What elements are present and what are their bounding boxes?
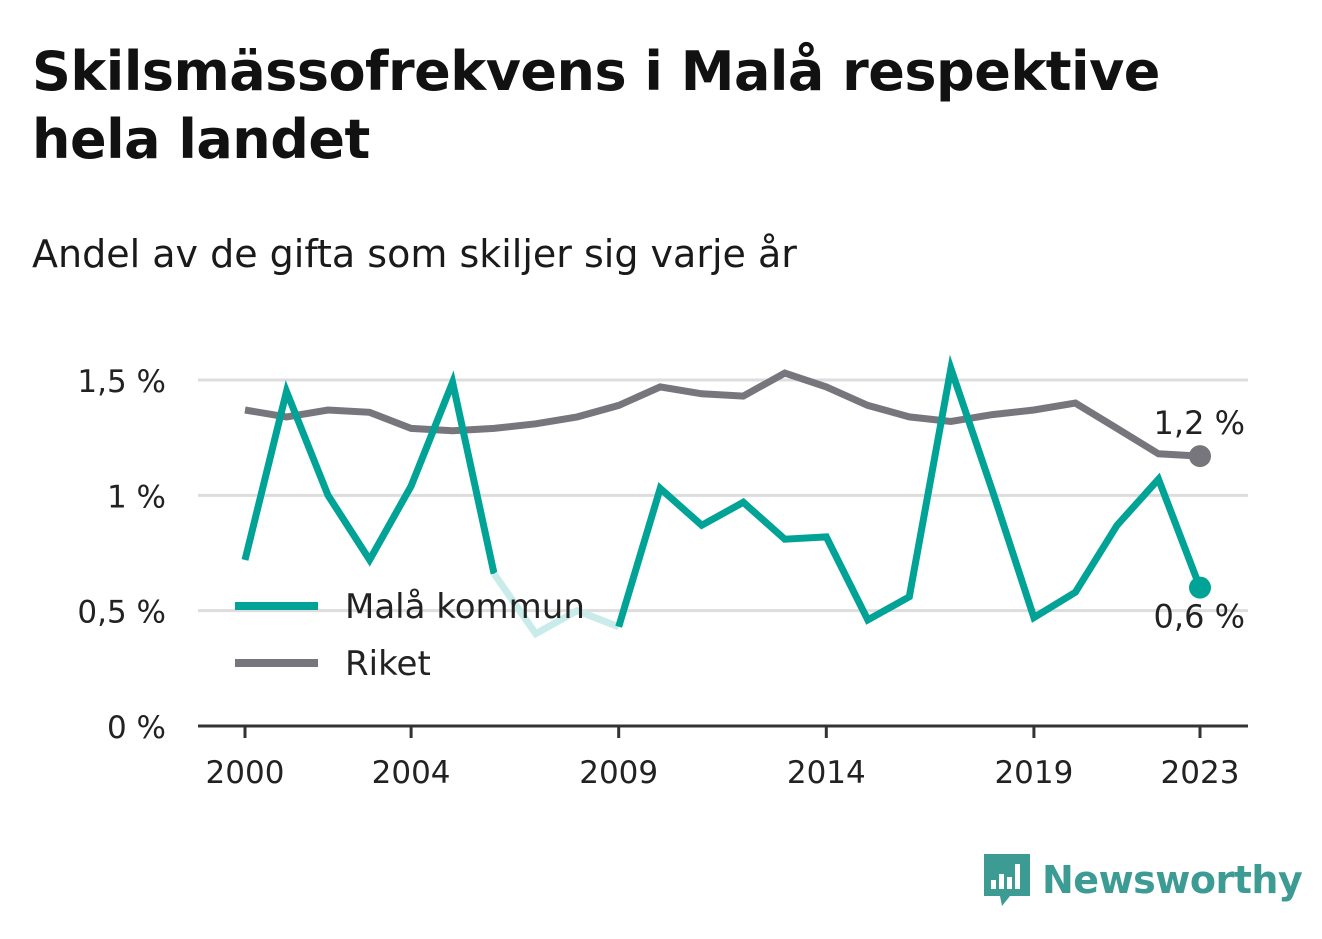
riket-series-line (244, 369, 1201, 460)
icon-bar-3 (1007, 877, 1012, 889)
mala-series-line-faded (491, 571, 620, 639)
brand-name: Newsworthy (1042, 858, 1303, 902)
y-tick-label: 0,5 % (77, 595, 166, 631)
legend: Malå kommun Riket (235, 587, 585, 684)
x-tick-label: 2009 (579, 755, 658, 791)
riket-end-point (1189, 445, 1211, 468)
riket-legend-label: Riket (345, 644, 431, 684)
mala-end-label: 0,6 % (1154, 598, 1245, 636)
x-tick-label: 2023 (1161, 755, 1240, 791)
chart-subtitle: Andel av de gifta som skiljer sig varje … (32, 232, 797, 276)
icon-bar-4 (1015, 864, 1020, 889)
bar-chart-speech-bubble-icon (984, 854, 1030, 906)
y-tick-label: 0 % (107, 710, 166, 746)
icon-bar-2 (999, 874, 1004, 889)
x-tick-label: 2004 (372, 755, 451, 791)
grid-lines (198, 378, 1248, 613)
x-tick-label: 2014 (787, 755, 866, 791)
y-tick-label: 1,5 % (77, 364, 166, 400)
mala-series-line (241, 370, 498, 575)
end-labels: 1,2 % 0,6 % (1154, 404, 1245, 635)
axes: 0 % 0,5 % 1 % 1,5 % 2000 2004 2009 2014 2019 2023 (77, 364, 1248, 791)
mala-end-point (1189, 576, 1211, 599)
brand-logo: Newsworthy (980, 850, 1303, 910)
x-tick-label: 2019 (994, 755, 1073, 791)
mala-legend-label: Malå kommun (345, 587, 585, 627)
mala-series-line (615, 354, 1204, 628)
chart-title: Skilsmässofrekvens i Malå respektive hel… (32, 40, 1160, 171)
x-tick-label: 2000 (206, 755, 285, 791)
y-tick-label: 1 % (107, 479, 166, 515)
icon-bar-1 (991, 880, 996, 889)
riket-end-label: 1,2 % (1154, 404, 1245, 442)
series-lines (241, 354, 1211, 639)
